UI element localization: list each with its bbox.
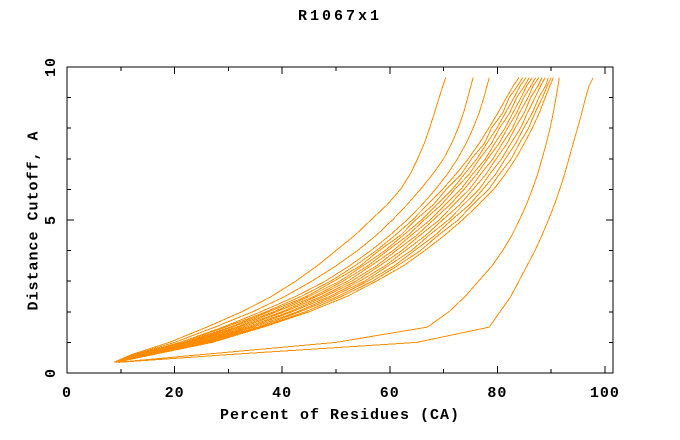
- x-tick-label: 100: [590, 385, 620, 402]
- y-tick-label: 5: [43, 215, 60, 225]
- curve-9: [115, 77, 536, 363]
- chart-title: R1067x1: [297, 8, 382, 25]
- y-axis-label: Distance Cutoff, A: [25, 130, 43, 311]
- curve-3: [115, 77, 490, 363]
- curve-13: [115, 77, 549, 363]
- curve-17: [119, 77, 594, 363]
- curve-16: [118, 77, 560, 363]
- x-tick-label: 80: [487, 385, 507, 402]
- curve-12: [116, 77, 546, 363]
- curve-7: [115, 77, 530, 363]
- curve-6: [115, 77, 527, 363]
- curve-4: [115, 77, 520, 363]
- curve-15: [116, 77, 554, 363]
- curve-11: [115, 77, 543, 363]
- y-tick-label: 0: [43, 368, 60, 378]
- curve-2: [114, 77, 474, 363]
- x-axis-label: Percent of Residues (CA): [219, 407, 461, 424]
- curve-14: [115, 77, 552, 363]
- curve-10: [115, 77, 540, 363]
- x-tick-label: 0: [62, 385, 72, 402]
- y-tick-label: 10: [43, 57, 60, 77]
- plot-frame: [66, 66, 614, 374]
- x-tick-label: 20: [165, 385, 185, 402]
- x-tick-label: 60: [380, 385, 400, 402]
- curve-1: [113, 77, 447, 363]
- x-tick-label: 40: [272, 385, 292, 402]
- curve-8: [116, 77, 533, 363]
- curve-5: [114, 77, 524, 363]
